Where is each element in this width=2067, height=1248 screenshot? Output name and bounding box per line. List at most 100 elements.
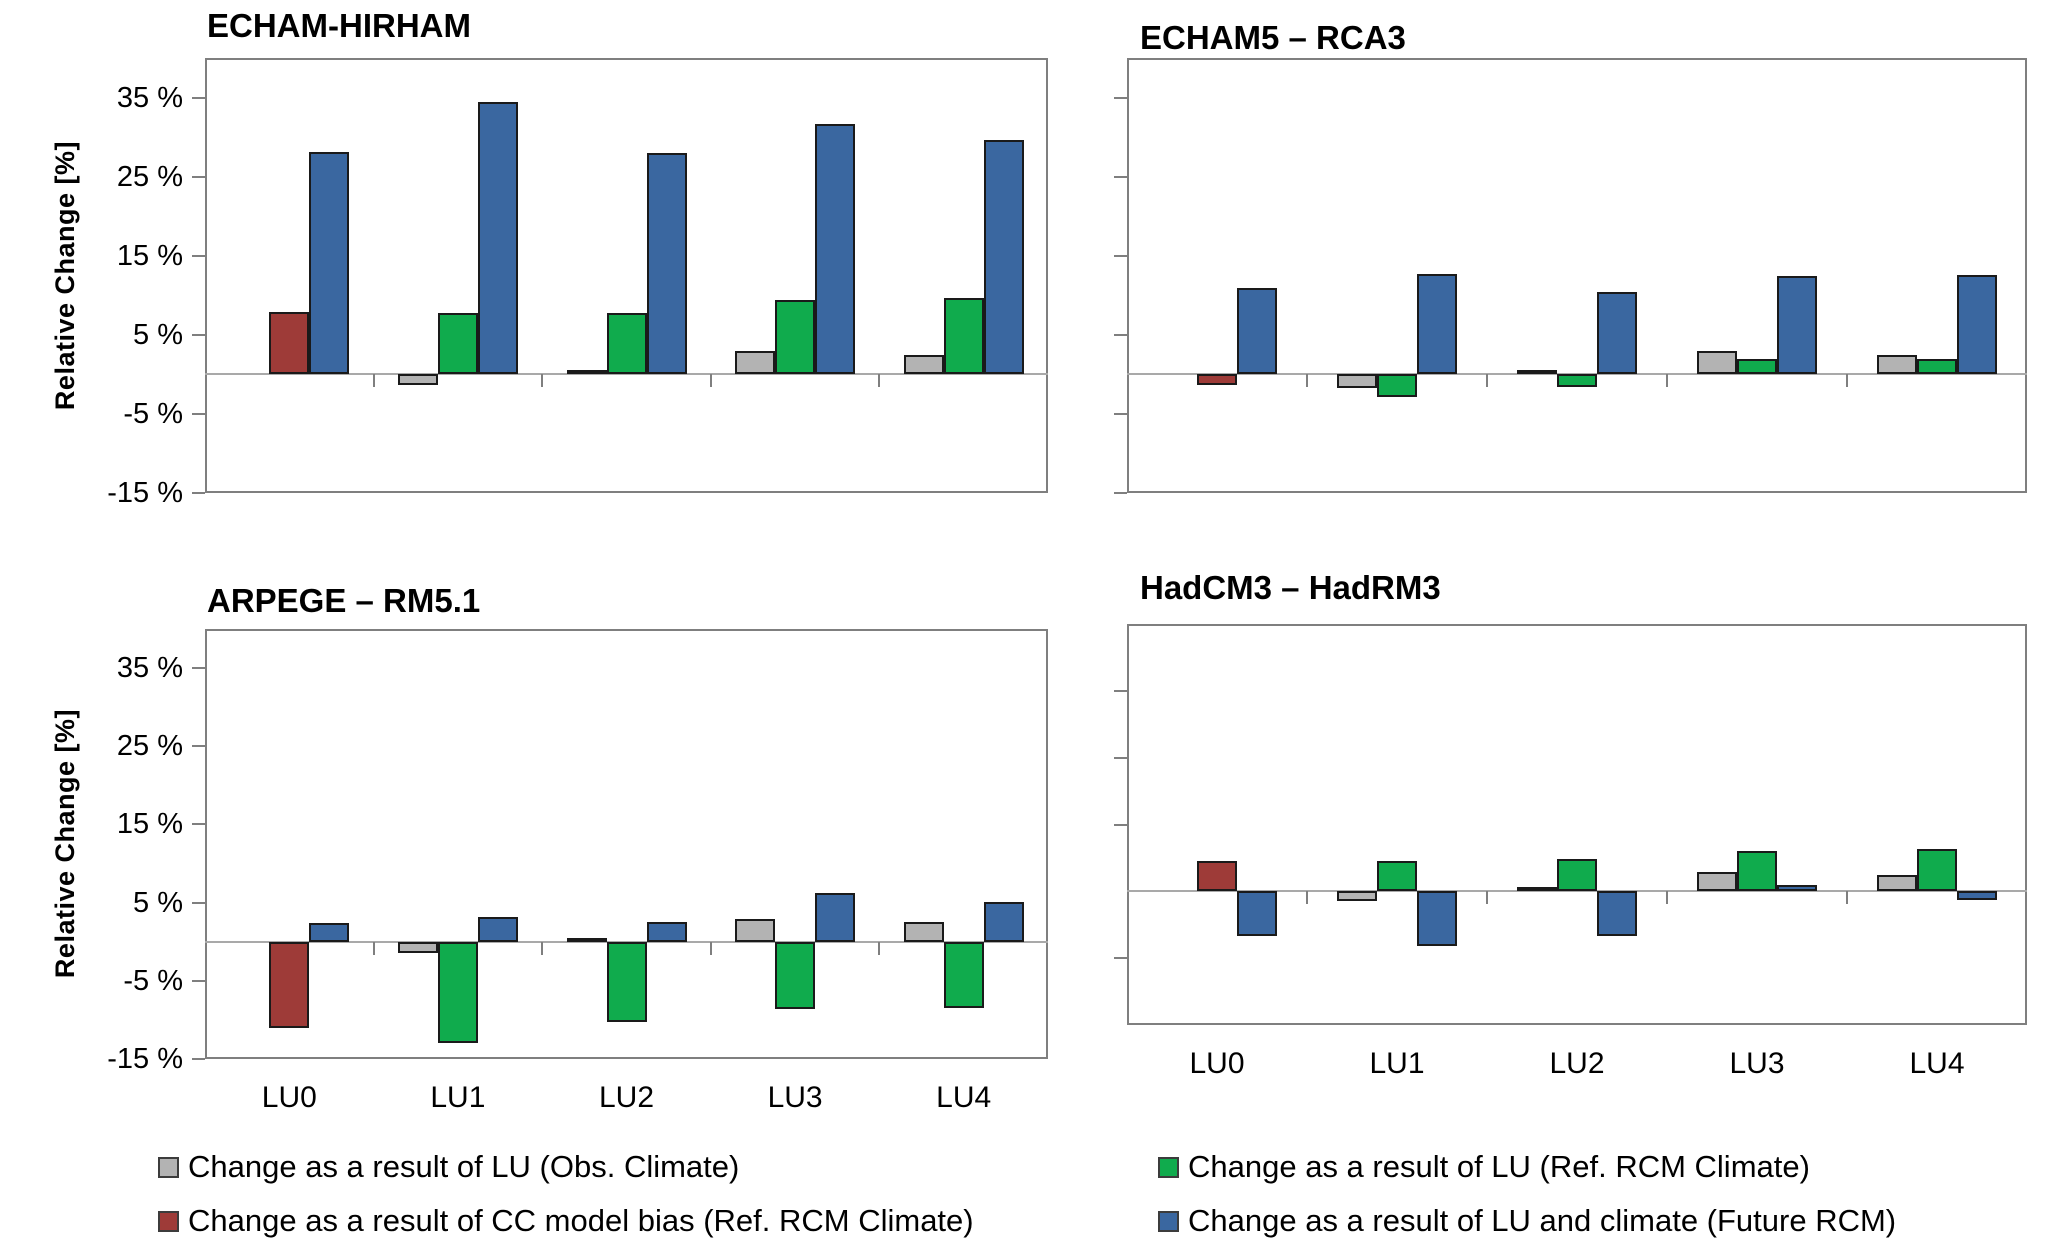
y-axis-tick [192, 745, 205, 748]
x-category-label: LU0 [1189, 1047, 1245, 1080]
y-axis-tick [1114, 492, 1127, 494]
x-axis-tick [541, 374, 544, 388]
x-axis-tick [1666, 374, 1668, 388]
x-category-label: LU4 [1909, 1047, 1965, 1080]
bar-blue [1417, 273, 1457, 375]
y-tick-label: 25 % [116, 160, 183, 193]
bar-gray [566, 369, 607, 375]
x-category-label: LU1 [1369, 1047, 1425, 1080]
bar-gray [397, 374, 438, 386]
chart-title: ECHAM-HIRHAM [207, 7, 471, 44]
bar-red [1197, 374, 1237, 386]
bar-gray [903, 354, 944, 375]
bar-green [1377, 861, 1417, 892]
zero-line [205, 373, 1048, 376]
bar-green [943, 941, 984, 1009]
x-axis-tick [709, 374, 712, 388]
bar-blue [1957, 891, 1997, 901]
y-axis-tick [1114, 333, 1127, 336]
bar-green [1737, 851, 1777, 892]
y-tick-label: -15 % [107, 477, 183, 509]
y-tick-label: -15 % [107, 1043, 183, 1075]
y-axis-tick [192, 667, 205, 670]
legend-item-cc-model-bias: Change as a result of CC model bias (Ref… [158, 1203, 974, 1239]
bar-blue [983, 140, 1024, 375]
x-category-label: LU4 [936, 1081, 992, 1114]
bar-blue [477, 102, 518, 375]
chart-title: ECHAM5 – RCA3 [1140, 19, 1406, 56]
bar-red [269, 311, 310, 375]
x-category-label: LU2 [598, 1081, 655, 1114]
bar-gray [735, 919, 776, 942]
x-axis-tick [709, 941, 712, 955]
y-axis-title: Relative Change [%] [45, 58, 85, 493]
bar-blue [309, 152, 350, 375]
bar-green [775, 941, 816, 1009]
bar-blue [646, 922, 687, 942]
y-axis-tick [192, 901, 205, 904]
x-category-label: LU1 [430, 1081, 486, 1114]
x-axis-tick [1306, 891, 1308, 905]
legend-label-lu-obs-climate: Change as a result of LU (Obs. Climate) [188, 1149, 740, 1184]
bar-green [437, 313, 478, 375]
y-axis-tick [1114, 175, 1127, 178]
legend-item-lu-ref-rcm: Change as a result of LU (Ref. RCM Clima… [1158, 1149, 1810, 1185]
y-tick-label: -5 % [123, 397, 183, 430]
y-axis-tick [1114, 823, 1127, 826]
bar-blue [477, 917, 518, 942]
bar-green [943, 298, 984, 375]
bar-gray [1697, 871, 1737, 892]
bar-green [606, 312, 647, 375]
bar-gray [1517, 370, 1557, 375]
x-axis-tick [1666, 891, 1668, 905]
bar-gray [735, 350, 776, 375]
y-tick-label: 35 % [116, 652, 183, 685]
y-tick-label: -5 % [123, 964, 183, 997]
y-axis-tick [192, 96, 205, 99]
legend-item-lu-and-climate-future-rcm: Change as a result of LU and climate (Fu… [1158, 1203, 1896, 1239]
bar-green [437, 941, 478, 1044]
bar-blue [1597, 891, 1637, 937]
y-tick-label: 15 % [116, 808, 183, 841]
y-axis-tick [1114, 412, 1127, 415]
bar-green [1557, 374, 1597, 387]
bar-gray [1337, 374, 1377, 388]
y-tick-label: 25 % [116, 730, 183, 763]
x-axis-tick [372, 941, 375, 955]
x-category-label: LU3 [767, 1081, 823, 1114]
y-axis-title-text: Relative Change [%] [49, 140, 80, 411]
y-axis-tick [192, 254, 205, 257]
legend-item-lu-obs-climate: Change as a result of LU (Obs. Climate) [158, 1149, 739, 1185]
x-axis-tick [1846, 374, 1848, 388]
bar-blue [646, 152, 687, 375]
y-axis-tick [192, 333, 205, 336]
y-axis-tick [192, 979, 205, 982]
x-category-label: LU2 [1549, 1047, 1605, 1080]
x-axis-tick [372, 374, 375, 388]
x-axis-tick [541, 941, 544, 955]
y-axis-title: Relative Change [%] [45, 629, 85, 1059]
y-tick-label: 15 % [116, 239, 183, 272]
y-axis-tick [1114, 756, 1127, 759]
y-axis-tick [1114, 957, 1127, 960]
bar-gray [397, 941, 438, 953]
x-axis-tick [1306, 374, 1308, 388]
bar-gray [1877, 874, 1917, 892]
chart-title: HadCM3 – HadRM3 [1140, 569, 1441, 606]
legend-label-lu-ref-rcm: Change as a result of LU (Ref. RCM Clima… [1188, 1149, 1810, 1184]
bar-blue [1597, 292, 1637, 375]
bar-blue [1237, 891, 1277, 937]
bar-green [775, 300, 816, 375]
chart-title: ARPEGE – RM5.1 [207, 582, 481, 619]
plot-area [1127, 624, 2027, 1025]
x-axis-tick [1486, 891, 1488, 905]
legend-swatch-gray-icon [158, 1156, 179, 1178]
y-axis-tick [192, 412, 205, 415]
legend-label-lu-and-climate-future-rcm: Change as a result of LU and climate (Fu… [1188, 1203, 1897, 1238]
bar-blue [983, 901, 1024, 942]
bar-blue [815, 893, 856, 942]
y-axis-tick [192, 1058, 205, 1060]
bar-gray [1517, 887, 1557, 892]
bar-gray [566, 937, 607, 942]
